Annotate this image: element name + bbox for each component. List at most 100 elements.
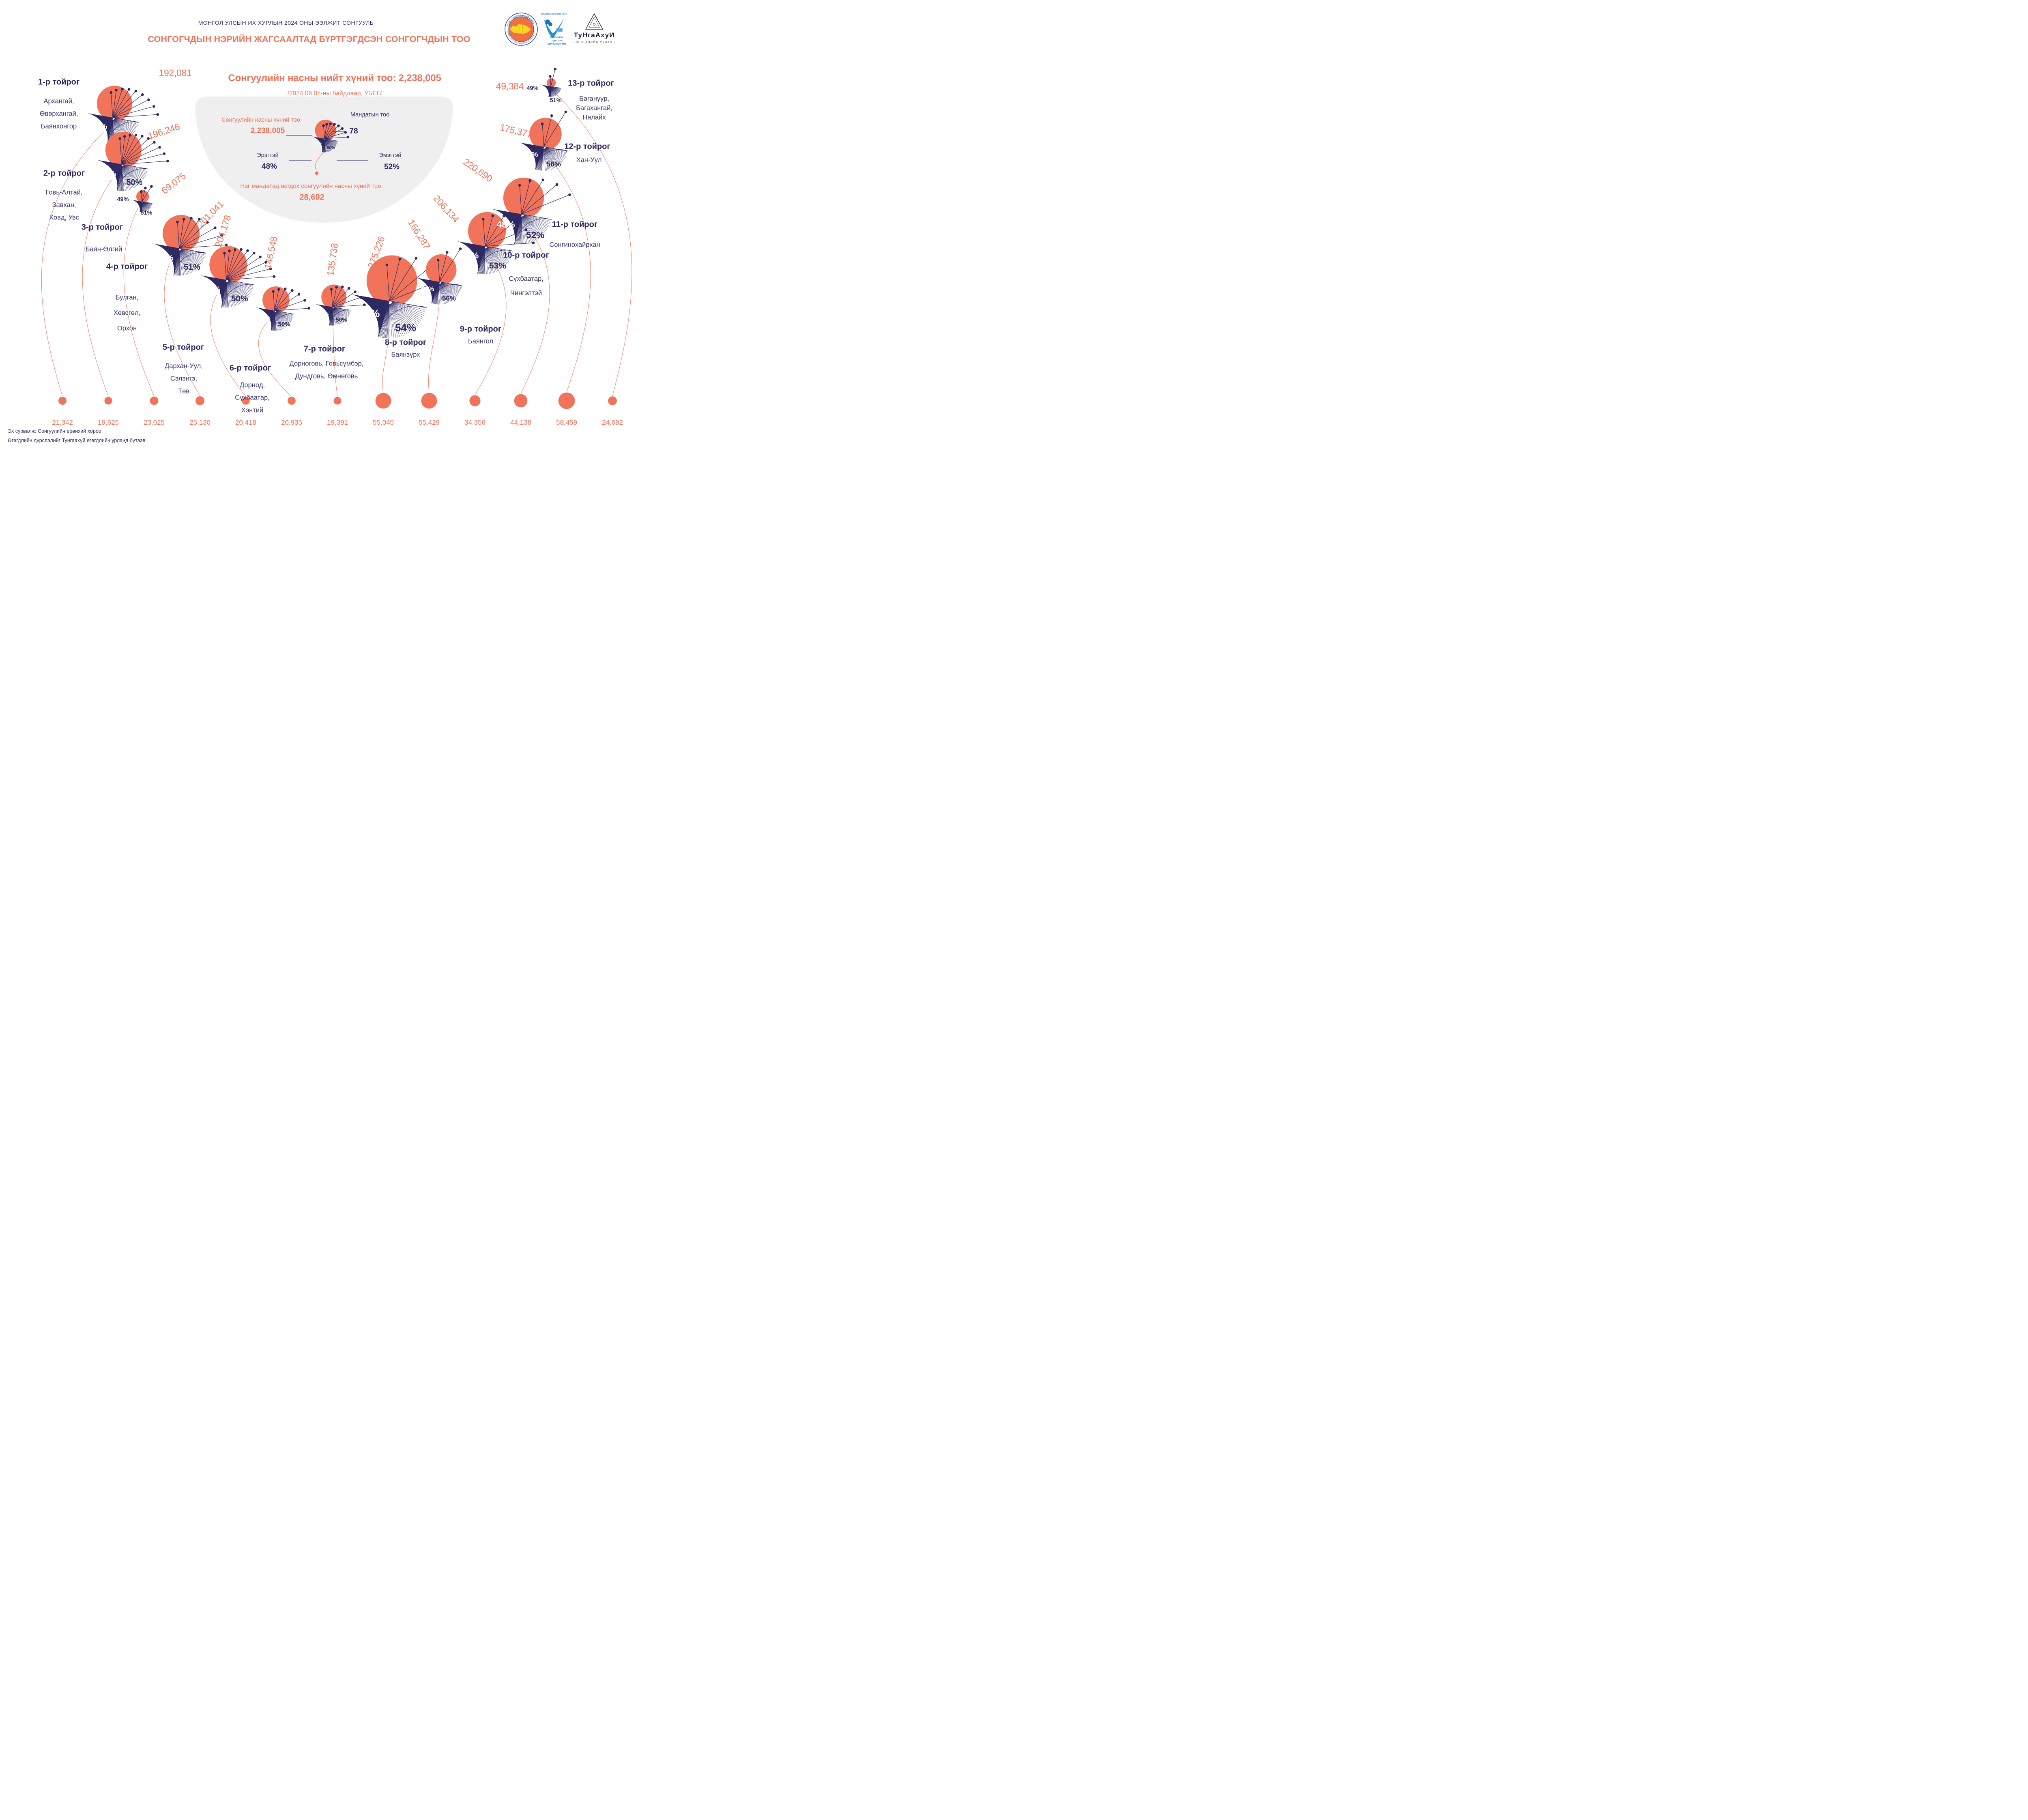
mandate-pin-dot <box>147 98 150 101</box>
hatch-line <box>325 139 336 146</box>
mandate-pin <box>226 249 242 280</box>
mandate-pin-dot <box>246 249 249 252</box>
hatch-line <box>325 139 335 148</box>
mandate-pin <box>485 243 534 247</box>
hatch-line <box>228 280 252 290</box>
hatch-line <box>122 166 137 186</box>
hatch-line <box>524 215 550 226</box>
viz-canvas: 49%51%50%50%49%51%50%50%50%50%50%50%46%5… <box>41 67 632 409</box>
hatch-line <box>546 148 565 159</box>
hatch-line <box>438 284 440 305</box>
mandate-pin <box>332 304 365 307</box>
hatch-line <box>275 312 289 325</box>
male-wedge <box>491 208 522 244</box>
population-circle <box>426 254 457 285</box>
hatch-line <box>392 302 421 321</box>
hatch-line <box>486 248 497 272</box>
hatch-line <box>487 247 512 255</box>
hatch-line <box>142 202 148 211</box>
mandate-pin <box>226 250 248 280</box>
hatch-line <box>180 250 188 275</box>
hatch-line <box>333 308 343 323</box>
district-pie: 50% 50% <box>311 120 349 153</box>
hatch-line <box>228 281 248 298</box>
hatch-line <box>142 202 153 204</box>
hatch-line <box>524 214 551 220</box>
per-mandate-value: 28,692 <box>299 193 324 202</box>
district-areas: Архангай, <box>43 97 74 105</box>
legend-male-label: Эрэгтэй <box>257 152 279 159</box>
male-pct-label: 48% <box>496 219 515 230</box>
hatch-line <box>391 303 414 330</box>
mandate-pin-dot <box>491 214 494 217</box>
hatch-line <box>522 216 526 244</box>
hatch-line <box>389 304 392 339</box>
hatch-line <box>325 140 333 150</box>
hatch-line <box>123 165 147 174</box>
hatch-line <box>545 148 564 160</box>
hatch-line <box>545 148 559 165</box>
hatch-line <box>324 140 327 153</box>
hatch-line <box>551 87 558 95</box>
connector-curve <box>258 322 292 397</box>
hatch-line <box>386 304 389 339</box>
mandate-pin-dot <box>176 220 179 223</box>
district-name: 1-р тойрог <box>38 77 80 87</box>
mandate-pin-dot <box>206 221 209 224</box>
mandate-pin-dot <box>156 113 159 116</box>
district-name: 9-р тойрог <box>460 324 502 334</box>
mandate-pin-dot <box>264 261 267 264</box>
male-pct-label: 47% <box>462 251 479 260</box>
mandate-pin-dot <box>333 123 336 126</box>
hatch-line <box>276 311 293 318</box>
gec-seal-logo: СОНГУУЛИЙН ЕРӨНХИЙ ХОРОО GENERAL ELECTIO… <box>505 13 538 46</box>
mandate-pin-dot <box>322 124 325 127</box>
hatch-line <box>275 312 278 331</box>
hatch-line <box>226 282 227 308</box>
per-mandate-district-value: 20,935 <box>281 419 302 426</box>
hatch-line <box>545 148 562 163</box>
hatch-line <box>142 202 144 212</box>
population-circle <box>529 118 562 150</box>
hatch-line <box>181 248 206 254</box>
male-pct-label: 50% <box>258 314 271 321</box>
hatch-line <box>114 118 137 129</box>
hatch-line <box>391 303 418 326</box>
mandate-pin <box>141 191 142 202</box>
male-wedge <box>352 294 389 337</box>
hatch-line <box>325 139 333 150</box>
hatch-line <box>379 304 389 337</box>
mandate-pin-dot <box>550 114 553 117</box>
hatch-line <box>333 308 341 324</box>
people-icon <box>548 22 552 26</box>
hatch-line <box>518 216 522 244</box>
district-female-pct: 51% <box>140 210 153 216</box>
legend-connector-curve <box>315 151 325 171</box>
mandate-pin <box>120 138 122 165</box>
mandate-pin-dot <box>284 287 287 290</box>
district-areas: Чингэлтэй <box>510 289 542 297</box>
hatch-line <box>437 284 440 305</box>
hatch-line <box>551 87 558 95</box>
hatch-line <box>114 118 135 132</box>
hatch-line <box>544 148 554 169</box>
hatch-line <box>174 250 179 275</box>
mandate-pin-dot <box>297 293 301 296</box>
hatch-line <box>440 283 452 301</box>
hatch-line <box>551 86 561 91</box>
hatch-line <box>123 165 145 178</box>
hatch-line <box>123 165 143 180</box>
mandate-pin <box>521 180 531 215</box>
hatch-line <box>485 248 487 275</box>
mandate-pin <box>179 245 227 249</box>
hatch-line <box>181 249 204 261</box>
hatch-line <box>324 140 331 151</box>
mandate-pin <box>542 124 544 147</box>
hatch-line <box>228 281 247 299</box>
per-mandate-dot <box>288 397 296 405</box>
legend-male-value: 48% <box>261 162 277 171</box>
mandate-pin <box>387 265 390 301</box>
female-pct-label: 50% <box>327 146 335 150</box>
hatch-line <box>545 148 563 162</box>
hatch-line <box>180 249 200 266</box>
